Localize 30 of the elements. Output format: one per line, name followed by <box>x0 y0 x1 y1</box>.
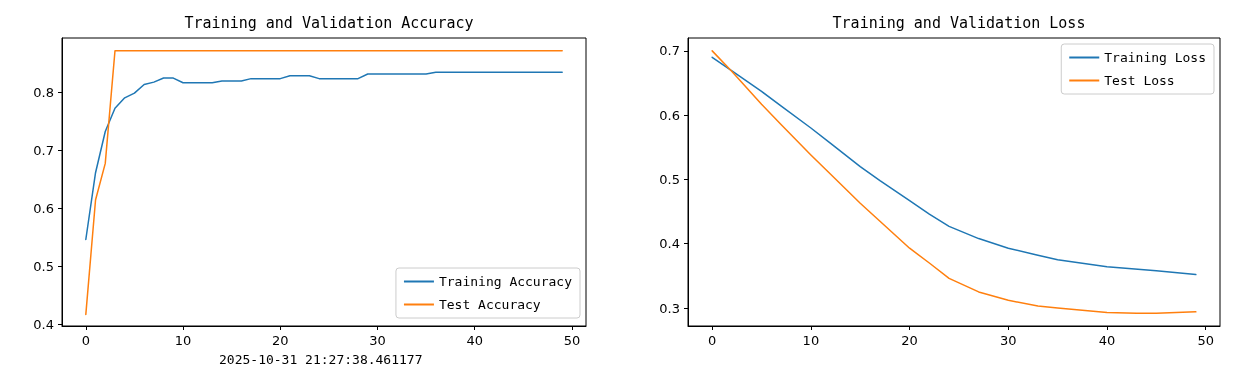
line-series <box>85 71 563 241</box>
legend-label: Training Loss <box>1104 50 1206 65</box>
legend-label: Test Loss <box>1104 73 1175 88</box>
y-tick-label: 0.6 <box>659 107 680 123</box>
x-tick-label: 10 <box>174 333 192 348</box>
y-tick-label: 0.6 <box>33 200 54 216</box>
text: 2025-10-31 21:27:38.461177 <box>219 352 423 367</box>
y-tick-label: 0.3 <box>659 300 680 316</box>
x-tick-label: 40 <box>466 333 483 348</box>
y-tick-label: 0.8 <box>33 84 54 100</box>
x-tick-label: 30 <box>369 333 386 348</box>
legend-label: Training Accuracy <box>438 274 573 289</box>
chart-title: Training and Validation Loss <box>832 13 1086 32</box>
x-tick-label: 50 <box>563 333 581 348</box>
x-tick-label: 40 <box>1098 333 1116 348</box>
x-tick-label: 50 <box>1197 333 1214 348</box>
legend-label: Test Accuracy <box>438 297 541 312</box>
x-tick-label: 0 <box>81 333 90 348</box>
y-tick-label: 0.7 <box>33 142 54 158</box>
y-tick-label: 0.4 <box>33 316 54 332</box>
x-tick-label: 30 <box>1000 333 1017 348</box>
y-tick-label: 0.5 <box>659 171 680 187</box>
y-tick-label: 0.4 <box>659 236 680 252</box>
x-tick-label: 0 <box>708 333 717 348</box>
y-tick-label: 0.7 <box>659 43 680 59</box>
x-tick-label: 10 <box>802 333 820 348</box>
y-tick-label: 0.5 <box>33 258 54 274</box>
chart-title: Training and Validation Accuracy <box>184 13 474 32</box>
x-tick-label: 20 <box>271 333 289 348</box>
x-tick-label: 20 <box>901 333 918 348</box>
